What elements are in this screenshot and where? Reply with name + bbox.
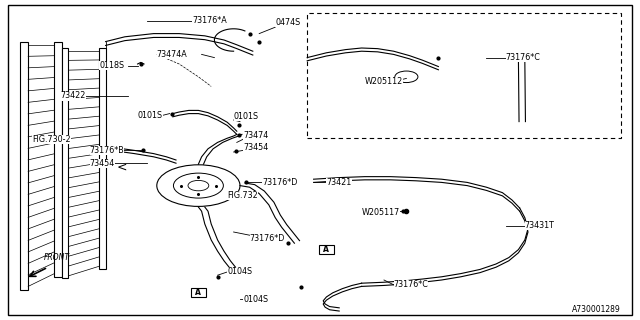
Text: FIG.730-2: FIG.730-2 (32, 135, 70, 144)
Circle shape (188, 180, 209, 191)
Text: 73474A: 73474A (157, 50, 188, 59)
Text: 73176*D: 73176*D (262, 178, 298, 187)
Text: 73176*D: 73176*D (250, 234, 285, 243)
Bar (20, 42, 28, 290)
Text: 73454: 73454 (90, 159, 115, 168)
Bar (99, 48, 106, 269)
Text: 0101S: 0101S (234, 112, 259, 121)
Text: A: A (323, 245, 330, 254)
Text: W205117: W205117 (362, 208, 400, 217)
Text: 73454: 73454 (243, 143, 268, 152)
Text: 0118S: 0118S (99, 61, 124, 70)
Text: FRONT: FRONT (44, 253, 70, 262)
Text: 73474: 73474 (243, 132, 268, 140)
Text: 0101S: 0101S (138, 111, 163, 120)
Text: 73176*A: 73176*A (192, 16, 227, 25)
Text: 73176*B: 73176*B (90, 146, 124, 155)
Text: 73176*C: 73176*C (394, 280, 428, 289)
Text: 73421: 73421 (326, 178, 351, 187)
Circle shape (157, 165, 240, 206)
Text: 0104S: 0104S (227, 268, 252, 276)
Circle shape (173, 173, 223, 198)
Bar (54, 42, 62, 277)
Text: W205112: W205112 (365, 77, 403, 86)
Bar (62, 48, 68, 278)
Text: 73431T: 73431T (525, 221, 555, 230)
Bar (307, 13, 621, 138)
Text: A730001289: A730001289 (572, 305, 621, 314)
Text: <: < (116, 161, 127, 173)
Bar (319, 245, 334, 254)
Text: FIG.732: FIG.732 (227, 191, 258, 200)
Text: 0474S: 0474S (275, 18, 300, 27)
Text: 73176*C: 73176*C (506, 53, 540, 62)
Circle shape (395, 71, 418, 83)
Bar (191, 288, 206, 297)
Text: 0104S: 0104S (243, 295, 268, 304)
Text: A: A (195, 288, 202, 297)
Text: 73422: 73422 (61, 92, 86, 100)
